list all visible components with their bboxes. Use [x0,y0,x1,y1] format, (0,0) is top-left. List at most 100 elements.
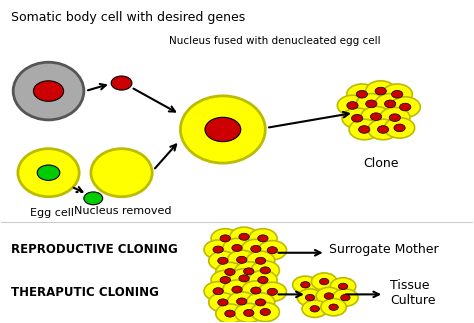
Circle shape [235,303,263,323]
Circle shape [216,262,244,282]
Circle shape [349,119,379,140]
Circle shape [218,299,228,306]
Circle shape [237,298,247,305]
Circle shape [260,267,271,274]
Circle shape [384,118,415,138]
Ellipse shape [181,96,265,163]
Circle shape [255,299,266,306]
Circle shape [220,276,230,284]
Circle shape [220,235,230,242]
Circle shape [333,289,358,306]
Circle shape [239,233,249,240]
Circle shape [228,292,256,311]
Circle shape [258,282,286,301]
Circle shape [211,270,239,290]
Circle shape [392,90,403,98]
Circle shape [310,306,319,312]
Circle shape [244,268,254,275]
Circle shape [242,239,270,258]
Circle shape [34,81,64,101]
Circle shape [400,103,411,111]
Circle shape [232,245,242,252]
Circle shape [218,257,228,264]
Circle shape [342,108,372,129]
Circle shape [356,94,386,114]
Circle shape [375,87,386,95]
Circle shape [246,251,275,270]
Text: Egg cell: Egg cell [30,208,73,218]
Circle shape [204,240,232,259]
Circle shape [239,275,249,282]
Circle shape [209,293,237,312]
Circle shape [365,100,377,108]
Circle shape [361,106,391,127]
Circle shape [242,281,270,300]
Circle shape [292,276,318,293]
Ellipse shape [18,149,79,197]
Circle shape [258,276,268,284]
Circle shape [358,126,370,133]
Circle shape [330,278,356,295]
Text: Surrogate Mother: Surrogate Mother [329,243,438,256]
Circle shape [249,270,277,290]
Circle shape [223,238,251,257]
Circle shape [225,310,235,317]
Circle shape [311,273,337,290]
Circle shape [389,114,401,121]
Circle shape [390,97,420,117]
Text: Nucleus removed: Nucleus removed [74,206,172,216]
Circle shape [375,94,405,114]
Circle shape [255,257,266,264]
Circle shape [316,287,342,305]
Circle shape [319,278,329,285]
Circle shape [297,289,323,306]
Circle shape [347,84,377,105]
Circle shape [37,165,60,180]
Circle shape [84,192,103,205]
Ellipse shape [91,149,152,197]
Circle shape [251,261,279,280]
Circle shape [251,302,279,322]
Circle shape [232,286,242,293]
Circle shape [235,262,263,281]
Circle shape [228,250,256,269]
Circle shape [394,124,405,132]
Circle shape [356,90,367,98]
Ellipse shape [13,62,84,120]
Circle shape [384,100,396,108]
Circle shape [230,269,258,288]
Circle shape [337,95,367,116]
Circle shape [251,245,261,253]
Circle shape [246,293,275,312]
Circle shape [249,229,277,248]
Circle shape [382,84,412,105]
Circle shape [301,282,310,288]
Circle shape [338,283,348,290]
Circle shape [258,241,286,260]
Circle shape [267,288,277,295]
Circle shape [258,235,268,242]
Circle shape [204,282,232,301]
Circle shape [305,294,315,301]
Circle shape [211,229,239,248]
Circle shape [329,304,338,310]
Circle shape [213,288,223,295]
Circle shape [370,113,382,120]
Circle shape [251,287,261,294]
Circle shape [209,251,237,270]
Circle shape [260,308,271,316]
Circle shape [347,102,358,109]
Circle shape [321,298,346,316]
Text: Tissue
Culture: Tissue Culture [390,279,436,307]
Circle shape [213,246,223,253]
Text: THERAPUTIC CLONING: THERAPUTIC CLONING [11,286,159,299]
Text: Clone: Clone [363,157,399,170]
Circle shape [267,247,277,254]
Circle shape [380,107,410,128]
Circle shape [302,300,328,318]
Circle shape [216,304,244,323]
Circle shape [377,126,389,133]
Circle shape [244,309,254,317]
Circle shape [205,117,241,142]
Circle shape [341,294,350,301]
